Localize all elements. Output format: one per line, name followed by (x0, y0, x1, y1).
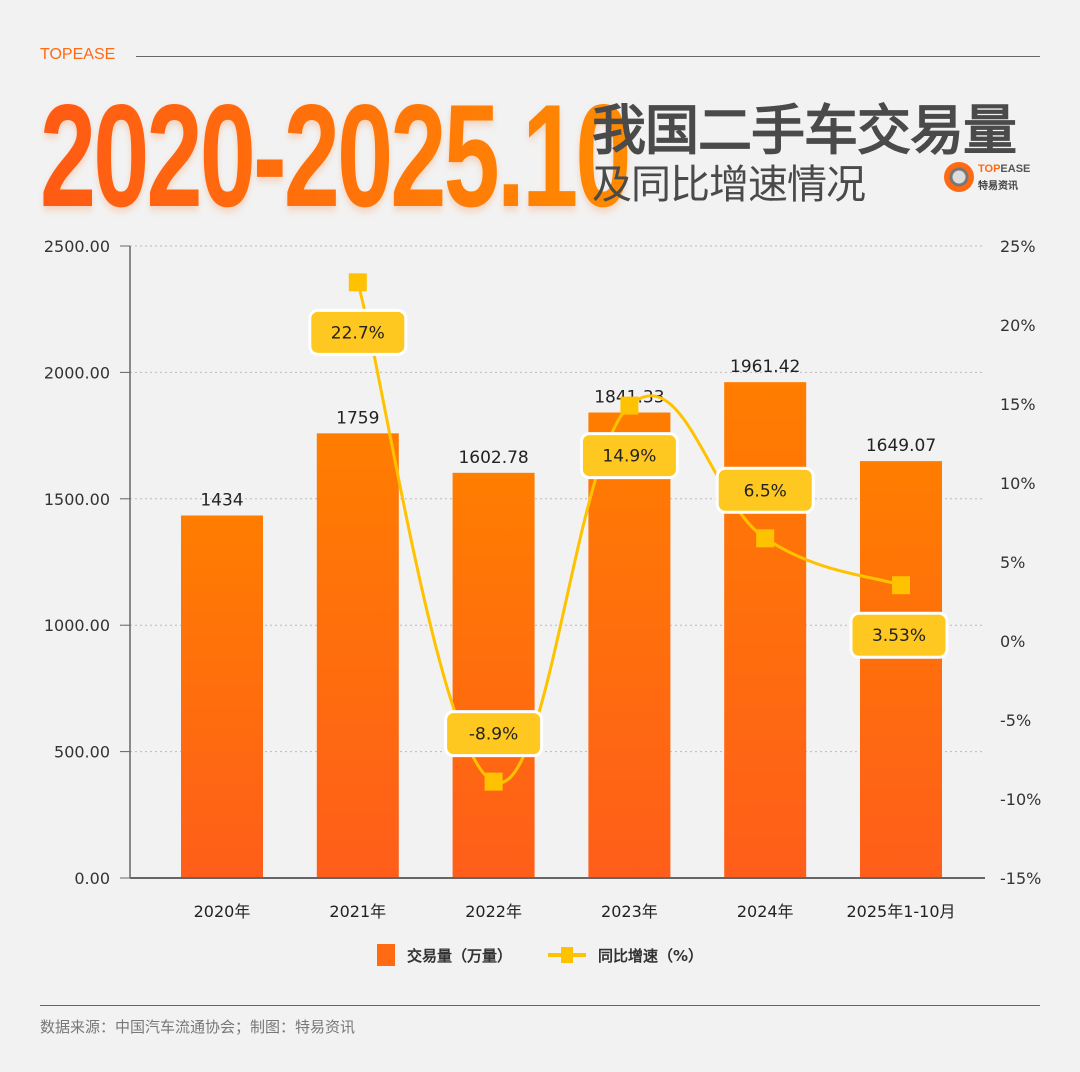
bar-3 (588, 412, 671, 878)
brand-label: TOPEASE (40, 46, 116, 63)
growth-marker (348, 273, 367, 292)
growth-label-box (715, 466, 815, 514)
x-tick-label: 2021年 (329, 902, 386, 921)
right-tick-label: 15% (1000, 395, 1036, 414)
growth-label: 14.9% (602, 447, 656, 467)
right-tick-label: 5% (1000, 553, 1025, 572)
right-tick-label: -5% (1000, 711, 1031, 730)
growth-marker (620, 396, 639, 415)
bar-value-label: 1649.07 (866, 436, 936, 456)
growth-label: -8.9% (469, 725, 518, 745)
source-note: 数据来源：中国汽车流通协会；制图：特易资讯 (40, 1018, 356, 1036)
left-tick-label: 1500.00 (44, 490, 110, 509)
title-line1: 我国二手车交易量 (592, 99, 1017, 162)
x-tick-label: 2022年 (465, 902, 522, 921)
bar-0 (181, 515, 263, 878)
legend-label-volume: 交易量（万量） (406, 946, 512, 965)
legend: 交易量（万量） 同比增速（%） (0, 944, 1080, 966)
legend-label-growth: 同比增速（%） (597, 946, 704, 965)
bar-value-label: 1759 (336, 408, 379, 428)
left-tick-label: 2500.00 (44, 237, 110, 256)
legend-bar-swatch (376, 944, 395, 966)
right-tick-label: 0% (1000, 632, 1025, 651)
legend-item-growth: 同比增速（%） (547, 944, 704, 966)
bar-2 (452, 472, 535, 878)
x-tick-label: 2023年 (601, 902, 658, 921)
x-tick-label: 2025年1-10月 (846, 902, 955, 921)
right-tick-label: 25% (1000, 237, 1036, 256)
bar-4 (724, 382, 807, 878)
growth-marker (892, 576, 910, 595)
right-tick-label: -15% (1000, 869, 1041, 888)
title-line2: 及同比增速情况 (592, 162, 866, 208)
growth-label-box (849, 611, 949, 659)
growth-label: 6.5% (744, 481, 787, 501)
growth-marker (484, 772, 503, 791)
left-tick-label: 0.00 (74, 869, 110, 888)
right-tick-label: -10% (1000, 790, 1041, 809)
x-tick-label: 2020年 (194, 902, 251, 921)
logo-ring-icon (944, 162, 974, 192)
legend-item-volume: 交易量（万量） (376, 944, 512, 966)
growth-label: 22.7% (331, 323, 385, 343)
legend-line-swatch (547, 947, 586, 963)
bottom-divider (40, 1005, 1040, 1006)
growth-label: 3.53% (872, 626, 926, 646)
growth-marker (756, 529, 775, 548)
growth-label-box (308, 308, 408, 356)
logo-en-b: EASE (1000, 162, 1031, 175)
right-tick-label: 10% (1000, 474, 1036, 493)
growth-label-box (444, 710, 544, 758)
topease-logo: TOPEASE 特易资讯 (944, 162, 1030, 192)
bar-1 (316, 433, 399, 878)
bar-value-label: 1961.42 (730, 357, 800, 377)
logo-en-a: TOP (978, 162, 1001, 175)
x-tick-label: 2024年 (737, 902, 794, 921)
right-tick-label: 20% (1000, 316, 1036, 335)
title-years: 2020-2025.10 (40, 72, 631, 240)
bar-5 (860, 461, 942, 878)
logo-cn: 特易资讯 (978, 180, 1018, 192)
growth-label-box (579, 432, 679, 480)
left-tick-label: 1000.00 (44, 616, 110, 635)
bar-value-label: 1434 (200, 490, 243, 510)
top-divider (136, 56, 1040, 57)
bar-value-label: 1602.78 (458, 448, 528, 468)
left-tick-label: 500.00 (54, 743, 110, 762)
left-tick-label: 2000.00 (44, 363, 110, 382)
